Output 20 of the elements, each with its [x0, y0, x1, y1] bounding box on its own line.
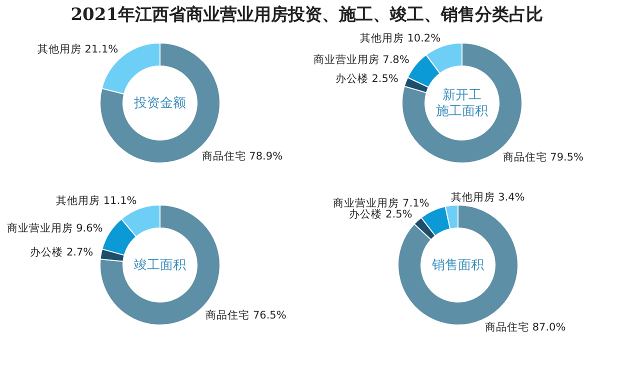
- slice-label: 其他用房 3.4%: [450, 190, 525, 204]
- chart-title: 2021年江西省商业营业用房投资、施工、竣工、销售分类占比: [70, 5, 544, 25]
- slice-label: 其他用房 10.2%: [360, 31, 441, 44]
- slice-label: 商业营业用房 7.1%: [333, 196, 430, 210]
- slice-label: 商品住宅 87.0%: [485, 320, 566, 334]
- text: 销售面积: [431, 258, 484, 273]
- slice-label: 办公楼 2.5%: [335, 72, 398, 85]
- text: 投资金额: [133, 96, 186, 111]
- slice-label: 商品住宅 76.5%: [206, 308, 286, 322]
- slice-label: 商品住宅 78.9%: [202, 150, 283, 163]
- slice-label: 商品住宅 79.5%: [502, 150, 584, 164]
- slice-label: 商业营业用房 9.6%: [6, 221, 103, 234]
- text: 施工面积: [436, 104, 488, 119]
- slice-label: 其他用房 11.1%: [56, 194, 137, 208]
- slice-label: 商业营业用房 7.8%: [313, 52, 410, 66]
- slice-label: 其他用房 21.1%: [37, 42, 118, 56]
- slice-label: 办公楼 2.5%: [349, 208, 412, 221]
- text: 新开工: [442, 88, 482, 103]
- text: 竣工面积: [134, 258, 186, 273]
- slice-label: 办公楼 2.7%: [30, 246, 94, 259]
